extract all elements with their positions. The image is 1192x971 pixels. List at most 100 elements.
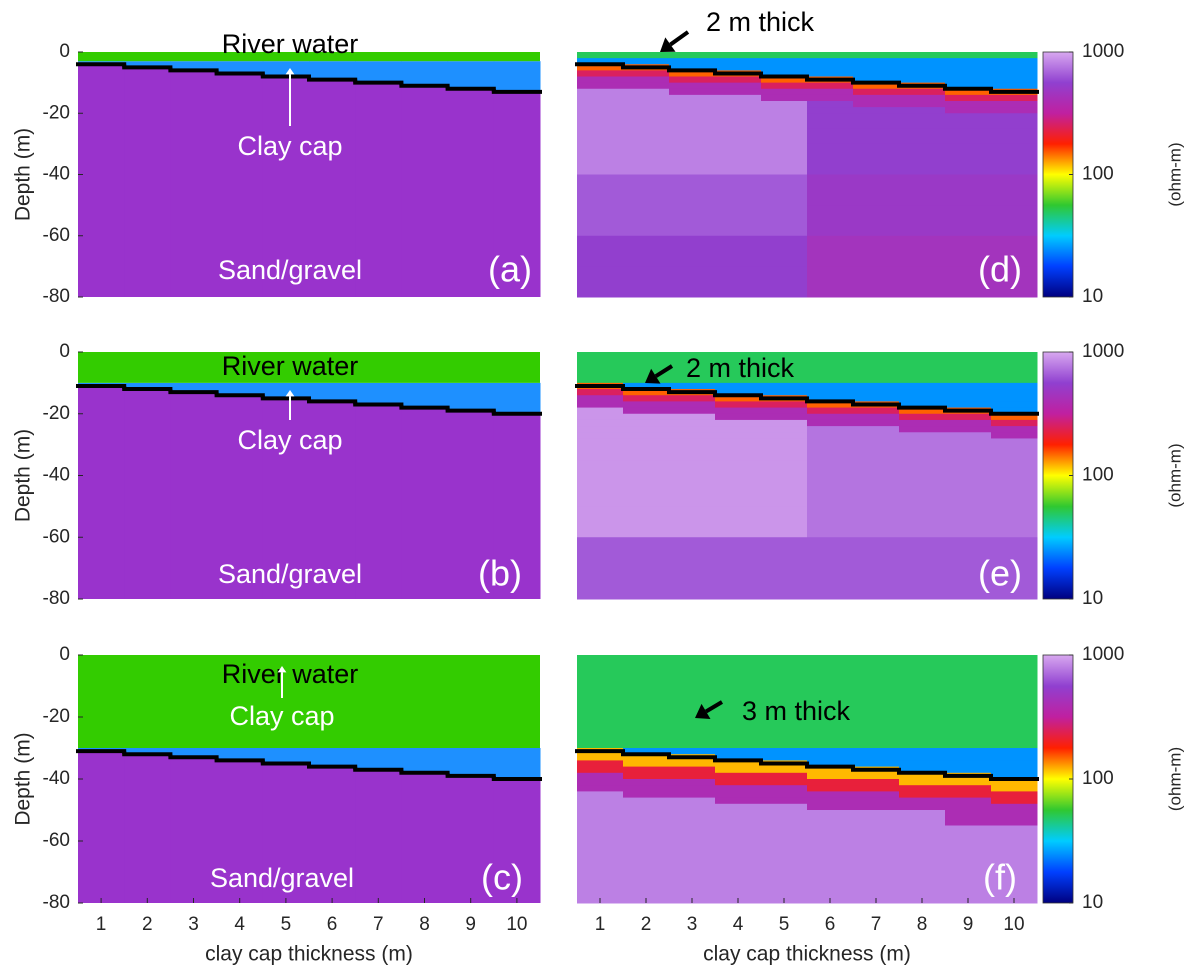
cell (991, 107, 1038, 114)
cell (991, 128, 1038, 145)
cell (899, 766, 946, 774)
cell (807, 785, 854, 792)
cell (669, 266, 716, 298)
cell (991, 432, 1038, 439)
layer-label: Clay cap (237, 131, 342, 161)
panel (78, 352, 541, 599)
cell (945, 419, 992, 427)
cell (623, 382, 670, 390)
cell (623, 432, 670, 439)
clay-cell (309, 748, 356, 767)
cell (761, 797, 808, 805)
cell (807, 352, 854, 384)
cell (899, 760, 946, 768)
sand-cell (401, 772, 449, 903)
sand-cell (170, 392, 218, 599)
cell (623, 537, 670, 569)
x-tick-label: 9 (963, 914, 974, 935)
cell (899, 113, 946, 130)
cell (761, 803, 808, 811)
colorbar-tick-label: 10 (1082, 892, 1103, 913)
cell (669, 407, 716, 415)
cell (991, 235, 1038, 267)
cell (577, 70, 624, 77)
cell (853, 107, 900, 114)
cell (899, 70, 946, 77)
y-tick-label: -20 (43, 102, 70, 123)
colorbar-tick-label: 10 (1082, 286, 1103, 307)
clay-cell (355, 748, 402, 770)
layer-label: Sand/gravel (218, 559, 362, 589)
cell (991, 785, 1038, 792)
cell (945, 825, 992, 842)
cell (853, 76, 900, 84)
clay-cell (216, 382, 264, 396)
cell (623, 58, 670, 65)
sand-cell (262, 76, 310, 297)
cell (853, 791, 900, 799)
sand-cell (216, 395, 264, 599)
cell (715, 748, 762, 755)
cell (623, 754, 670, 761)
cell (761, 205, 808, 237)
layer-label: Sand/gravel (218, 255, 362, 285)
cell (715, 174, 762, 206)
cell (899, 460, 946, 476)
cell (623, 506, 670, 538)
cell (945, 785, 992, 792)
clay-cell (309, 61, 356, 80)
x-tick-label: 8 (419, 914, 430, 935)
panel-label: (b) (478, 553, 522, 594)
cell (945, 174, 992, 206)
colorbar (1042, 654, 1074, 904)
cell (899, 413, 946, 421)
cell (761, 460, 808, 476)
cell (577, 205, 624, 237)
cell (807, 82, 854, 90)
cell (577, 810, 624, 826)
cell (945, 475, 992, 507)
sand-cell (262, 398, 310, 599)
cell (945, 382, 992, 390)
cell (623, 266, 670, 298)
clay-cell (216, 748, 264, 761)
sand-cell (309, 766, 356, 903)
cell (577, 760, 624, 768)
cell (669, 128, 716, 145)
cell (715, 382, 762, 390)
sand-cell (355, 769, 402, 903)
x-tick-label: 1 (595, 914, 606, 935)
cell (715, 655, 762, 749)
cell (899, 810, 946, 826)
panel (577, 352, 1038, 600)
sand-cell (124, 389, 171, 599)
colorbar-tick-label: 1000 (1082, 341, 1124, 362)
cell (991, 58, 1038, 65)
cell (669, 113, 716, 130)
cell (991, 438, 1038, 446)
cell (807, 475, 854, 507)
cell (991, 766, 1038, 774)
clay-cell (170, 382, 218, 393)
cell (577, 88, 624, 96)
cell (623, 107, 670, 114)
cell (899, 266, 946, 298)
cell (945, 754, 992, 761)
cell (669, 772, 716, 780)
cell (669, 760, 716, 768)
sand-cell (401, 85, 449, 297)
arrow-head (695, 703, 711, 720)
cell (761, 825, 808, 842)
cell (715, 52, 762, 59)
cell (623, 841, 670, 873)
cell (807, 568, 854, 600)
cell (577, 128, 624, 145)
cell (623, 413, 670, 421)
cell (623, 94, 670, 102)
cell (715, 107, 762, 114)
cell (577, 266, 624, 298)
cell (853, 82, 900, 90)
cell (899, 432, 946, 439)
cell (853, 772, 900, 780)
sand-cell (124, 754, 171, 903)
